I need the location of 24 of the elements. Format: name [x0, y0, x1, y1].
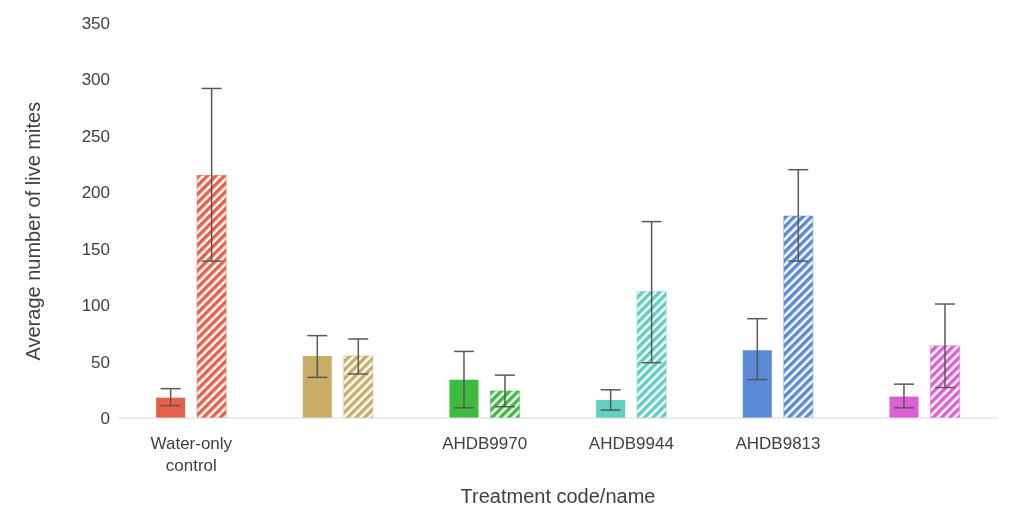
x-tick-label: AHDB9970	[442, 434, 528, 454]
bar	[930, 345, 960, 418]
bar	[156, 397, 186, 418]
y-tick-label: 150	[81, 239, 110, 259]
bar	[449, 379, 479, 418]
bar	[742, 350, 772, 418]
y-tick-label: 200	[81, 183, 110, 203]
bar	[196, 175, 227, 418]
x-tick-label: AHDB9944	[588, 434, 674, 454]
bar	[490, 390, 520, 418]
y-tick-label: 100	[81, 296, 110, 316]
x-tick-label: Water-only control	[150, 434, 233, 475]
y-tick-label: 300	[81, 70, 110, 90]
bar	[636, 291, 667, 418]
y-tick-label: 350	[81, 14, 110, 34]
y-tick-label: 250	[81, 126, 110, 146]
x-tick-label: AHDB9813	[735, 434, 821, 454]
x-axis-title: Treatment code/name	[460, 485, 656, 507]
bar	[343, 355, 374, 418]
bar	[783, 215, 814, 418]
y-tick-label: 50	[91, 352, 110, 372]
bar	[302, 355, 332, 418]
y-tick-label: 0	[100, 409, 110, 429]
y-axis-title: Average number of live mites	[22, 101, 45, 361]
